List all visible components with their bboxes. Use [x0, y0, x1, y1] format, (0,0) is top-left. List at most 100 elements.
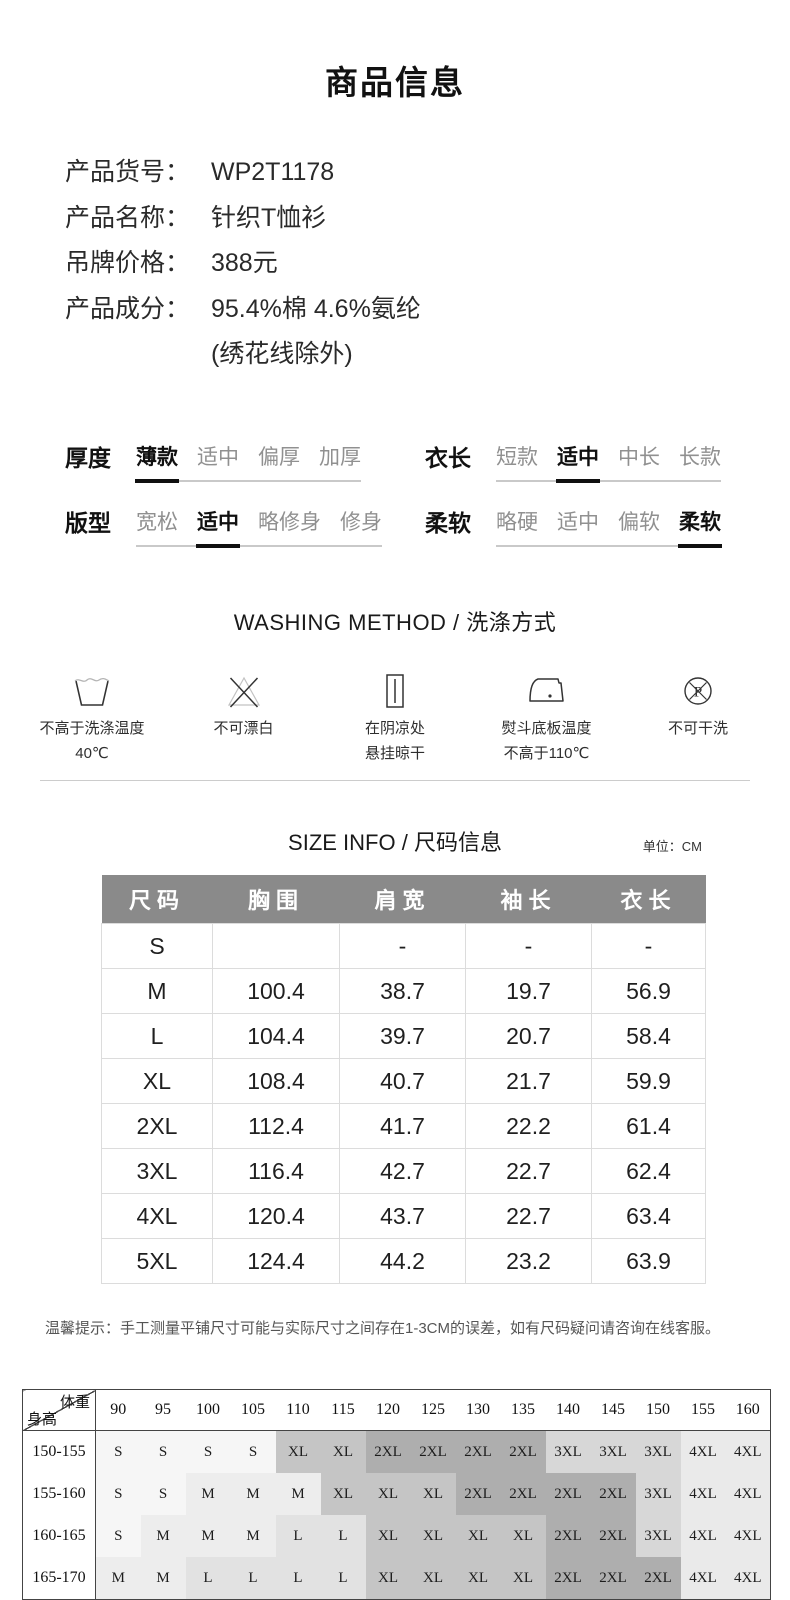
matrix-size-cell: XL: [410, 1557, 456, 1600]
washing-method-section: WASHING METHOD / 洗涤方式 不高于洗涤温度 40℃ 不可漂白 在阴凉处…: [0, 605, 790, 782]
washing-caption: 不高于洗涤温度 40℃: [26, 717, 158, 767]
matrix-size-cell: 4XL: [680, 1557, 726, 1600]
matrix-row: 160-165 S M M M L L XL XL XL XL 2XL 2XL 3XL 4XL 4XL: [22, 1515, 771, 1558]
size-table-cell: 2XL: [101, 1103, 213, 1150]
matrix-weight-header: 120: [365, 1389, 411, 1432]
product-info-row: 吊牌价格： 388元: [65, 249, 790, 279]
matrix-size-cell: 2XL: [365, 1430, 411, 1474]
attribute-option: 偏软: [618, 510, 660, 534]
matrix-row: 150-155 S S S S XL XL 2XL 2XL 2XL 2XL 3XL 3XL 3XL 4XL 4…: [22, 1430, 771, 1474]
size-table-row: 4XL 120.4 43.7 22.7 63.4: [101, 1193, 706, 1240]
matrix-weight-header: 95: [140, 1389, 186, 1432]
matrix-weight-header: 130: [455, 1389, 501, 1432]
matrix-size-cell: XL: [365, 1473, 411, 1516]
matrix-size-cell: 2XL: [455, 1430, 501, 1474]
size-table-cell: 124.4: [212, 1238, 340, 1285]
matrix-header-row: 体重 身高 90 95 100 105 110 115 120 125 130 135 140 145 15…: [22, 1389, 771, 1432]
matrix-size-cell: XL: [500, 1557, 546, 1600]
washing-icons-row: 不高于洗涤温度 40℃ 不可漂白 在阴凉处 悬挂晾干 熨斗底板温度 不高于110℃ P 不可干洗: [0, 669, 790, 767]
matrix-size-cell: 3XL: [590, 1430, 636, 1474]
size-table-cell: 39.7: [339, 1013, 466, 1060]
attribute-label: 柔软: [425, 509, 471, 536]
matrix-size-cell: 2XL: [590, 1515, 636, 1558]
attribute-option: 适中: [557, 510, 599, 534]
matrix-size-cell: 2XL: [590, 1557, 636, 1600]
matrix-size-cell: L: [320, 1557, 366, 1600]
size-table-cell: 108.4: [212, 1058, 340, 1105]
matrix-size-cell: S: [95, 1473, 141, 1516]
product-field-value: 针织T恤衫: [211, 203, 327, 232]
size-recommendation-table: 体重 身高 90 95 100 105 110 115 120 125 130 135 140 145 15…: [22, 1389, 771, 1600]
size-table-cell: 20.7: [465, 1013, 592, 1060]
size-table-row: M 100.4 38.7 19.7 56.9: [101, 968, 706, 1015]
matrix-weight-header: 155: [680, 1389, 726, 1432]
size-table-cell: 104.4: [212, 1013, 340, 1060]
size-table-header-row: 尺码 胸围 肩宽 袖长 衣长: [101, 875, 706, 924]
attribute-label: 衣长: [425, 444, 471, 471]
matrix-size-cell: XL: [365, 1515, 411, 1558]
corner-weight-label: 体重: [59, 1395, 90, 1412]
size-table-cell: 19.7: [465, 968, 592, 1015]
attribute-options: 短款 适中 中长 长款: [496, 445, 721, 483]
matrix-row: 165-170 M M L L L L XL XL XL XL 2XL 2XL 2XL 4XL 4XL: [22, 1557, 771, 1600]
svg-text:P: P: [694, 684, 702, 700]
size-table-cell: 56.9: [591, 968, 706, 1015]
matrix-size-cell: 3XL: [545, 1430, 591, 1474]
no-dry-clean-icon: P: [632, 669, 764, 711]
size-table-header-cell: 胸围: [212, 875, 340, 924]
matrix-size-cell: M: [185, 1515, 231, 1558]
size-table-cell: 62.4: [591, 1148, 706, 1195]
product-field-value: WP2T1178: [211, 158, 335, 186]
washing-instruction: P 不可干洗: [632, 669, 764, 767]
size-table-cell: 100.4: [212, 968, 340, 1015]
hang-dry-shade-icon: [329, 669, 461, 711]
size-table-cell: 43.7: [339, 1193, 466, 1240]
size-table-cell: 41.7: [339, 1103, 466, 1150]
washing-caption-line: 40℃: [75, 744, 109, 762]
matrix-height-header: 160-165: [22, 1515, 96, 1558]
size-table-row: L 104.4 39.7 20.7 58.4: [101, 1013, 706, 1060]
matrix-size-cell: S: [230, 1430, 276, 1474]
washing-instruction: 不可漂白: [178, 669, 310, 767]
matrix-size-cell: M: [140, 1557, 186, 1600]
size-table-cell: 23.2: [465, 1238, 592, 1285]
size-table-cell: M: [101, 968, 213, 1015]
attribute-option: 长款: [679, 445, 721, 469]
matrix-size-cell: 2XL: [455, 1473, 501, 1516]
size-table-cell: 22.2: [465, 1103, 592, 1150]
matrix-size-cell: 4XL: [725, 1430, 771, 1474]
attribute-label: 厚度: [65, 444, 111, 471]
washing-caption: 不可干洗: [632, 717, 764, 742]
matrix-size-cell: XL: [455, 1557, 501, 1600]
size-table-cell: 63.4: [591, 1193, 706, 1240]
matrix-height-header: 155-160: [22, 1473, 96, 1516]
matrix-size-cell: L: [320, 1515, 366, 1558]
matrix-size-cell: 3XL: [635, 1430, 681, 1474]
washing-instruction: 不高于洗涤温度 40℃: [26, 669, 158, 767]
matrix-size-cell: 4XL: [680, 1430, 726, 1474]
attribute-option: 略硬: [496, 510, 538, 534]
matrix-corner-cell: 体重 身高: [22, 1389, 96, 1432]
attribute-option: 宽松: [136, 510, 178, 534]
matrix-size-cell: 2XL: [590, 1473, 636, 1516]
attribute-option: 中长: [618, 445, 660, 469]
corner-height-label: 身高: [27, 1412, 58, 1429]
product-info-row: 产品名称： 针织T恤衫: [65, 204, 790, 234]
matrix-size-cell: XL: [275, 1430, 321, 1474]
matrix-weight-header: 125: [410, 1389, 456, 1432]
size-table-cell: -: [339, 923, 466, 970]
matrix-size-cell: M: [230, 1515, 276, 1558]
product-info-row: 产品成分： 95.4%棉 4.6%氨纶: [65, 295, 790, 325]
size-table-cell: S: [101, 923, 213, 970]
washing-caption-line: 在阴凉处: [364, 719, 425, 737]
product-field-value: 95.4%棉 4.6%氨纶: [211, 294, 421, 323]
attribute-options: 薄款 适中 偏厚 加厚: [135, 446, 361, 483]
matrix-size-cell: 3XL: [635, 1515, 681, 1558]
attribute-label: 版型: [65, 509, 111, 536]
size-table-cell: 22.7: [465, 1148, 592, 1195]
washing-caption-line: 不可漂白: [213, 719, 274, 737]
washing-instruction: 熨斗底板温度 不高于110℃: [481, 669, 613, 767]
size-table-row: 2XL 112.4 41.7 22.2 61.4: [101, 1103, 706, 1150]
size-table-cell: 61.4: [591, 1103, 706, 1150]
